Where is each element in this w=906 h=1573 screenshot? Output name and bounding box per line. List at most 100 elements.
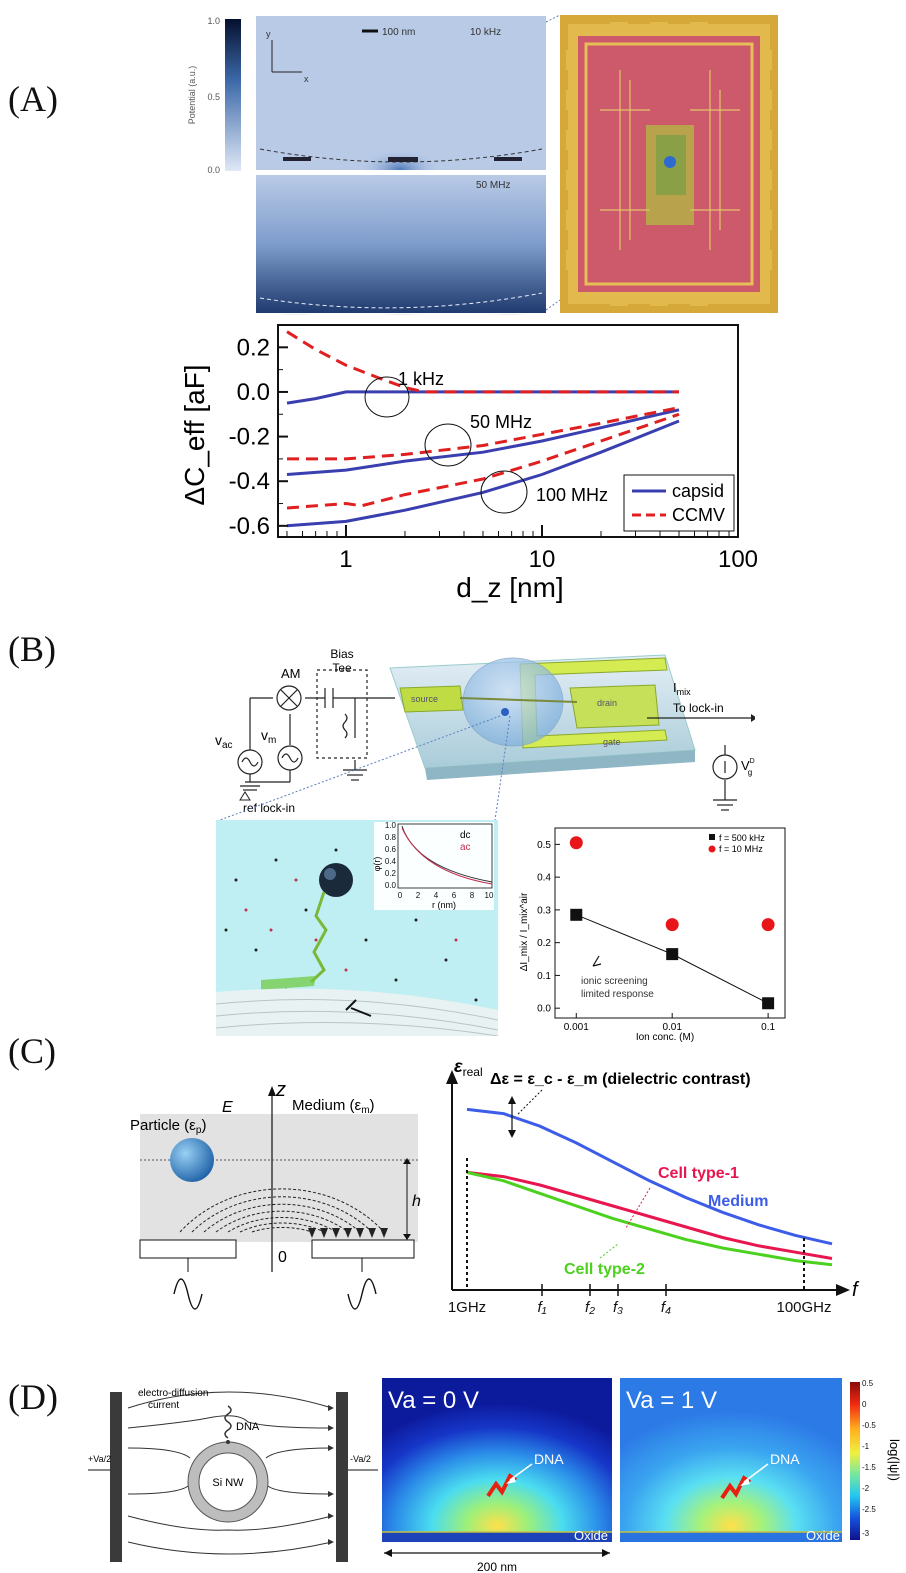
legend-entry: f = 10 MHz (719, 844, 763, 854)
y-tick-label: 0.4 (537, 873, 551, 884)
panel-b-simulation: 1.0 0.8 0.6 0.4 0.2 0.0 0 2 4 6 8 10 φ(r… (216, 820, 498, 1036)
series-line (287, 406, 680, 461)
medium-label: Medium (εm) (292, 1097, 375, 1116)
series-line (466, 1170, 833, 1267)
panel-b-circuit: source drain gate (215, 647, 755, 820)
legend-entry: capsid (672, 481, 724, 501)
legend-entry: CCMV (672, 505, 725, 525)
x-tick-label: 1 (339, 546, 352, 573)
x-tick-label: 100 (718, 546, 758, 573)
x-tick-label: 0.001 (564, 1022, 589, 1033)
series-line (466, 1170, 833, 1260)
x-tick: f₂ (585, 1299, 595, 1316)
ref-lockin-label: ref lock-in (243, 801, 295, 815)
nanotube-device: source drain gate (389, 654, 696, 780)
annotation: 1 kHz (398, 369, 444, 389)
plot-frame (554, 827, 786, 1019)
data-point (761, 918, 775, 932)
current-label: electro-diffusion current (138, 1388, 208, 1411)
cbar-tick: 0.0 (207, 165, 220, 175)
x-axis-label: Ion conc. (M) (636, 1032, 694, 1043)
x-tick: f₁ (538, 1299, 547, 1316)
particle-sphere (170, 1138, 214, 1182)
colorbar-d (850, 1382, 860, 1540)
panel-c-schematic: z E Particle (εp) Medium (εm) h 0 (130, 1082, 421, 1310)
chart-c-dielectric: εreal f Δε = ε_c - ε_m (dielectric contr… (446, 1056, 860, 1316)
chip-micrograph (560, 15, 778, 313)
y-tick-label: 0.1 (537, 971, 551, 982)
x-tick-label: 0.01 (662, 1022, 682, 1033)
oxide-label: Oxide (806, 1528, 840, 1543)
x-tick: f₃ (613, 1299, 623, 1316)
inset-ytick: 0.4 (385, 857, 397, 866)
freq-label: 50 MHz (476, 180, 510, 191)
inset-xtick: 4 (434, 891, 439, 900)
inset-legend-dc: dc (460, 830, 471, 841)
inset-ytick: 0.6 (385, 845, 397, 854)
vac-label: vac (215, 732, 233, 751)
cbar-tick: -2 (862, 1484, 870, 1493)
colorbar-title: Potential (a.u.) (187, 66, 197, 125)
annotation: 100 MHz (536, 485, 608, 505)
y-axis-label: εreal (454, 1056, 483, 1079)
panel-label-b: (B) (8, 629, 56, 669)
colorbar-label: log(|ψ|) (887, 1439, 902, 1481)
x-axis-label: f (852, 1279, 860, 1301)
contrast-annotation: Δε = ε_c - ε_m (dielectric contrast) (490, 1071, 751, 1088)
am-label: AM (281, 666, 301, 681)
freq-label: 10 kHz (470, 27, 501, 38)
axis-x-label: x (304, 74, 309, 84)
dna-label: DNA (236, 1421, 260, 1433)
inset-ytick: 0.0 (385, 881, 397, 890)
cbar-tick: 0 (862, 1400, 867, 1409)
panel-label-c: (C) (8, 1031, 56, 1071)
vm-label: vm (261, 727, 276, 746)
panel-a-figures: 1.0 0.5 0.0 Potential (a.u.) 100 nm 10 k… (187, 14, 778, 315)
gate-label: gate (603, 737, 621, 747)
inset-xtick: 6 (452, 891, 457, 900)
source-label: source (411, 694, 438, 704)
inset-xtick: 2 (416, 891, 421, 900)
legend-entry: f = 500 kHz (719, 833, 765, 843)
axis-y-label: y (266, 29, 271, 39)
cbar-tick: 0.5 (207, 92, 220, 102)
inset-xtick: 8 (470, 891, 475, 900)
inset-legend-ac: ac (460, 842, 471, 853)
colorbar-a (225, 19, 241, 171)
series-label: Medium (708, 1193, 768, 1210)
data-point (762, 997, 775, 1010)
plot-frame (277, 324, 739, 538)
inset-ytick: 0.8 (385, 833, 397, 842)
to-lockin-label: To lock-in (673, 701, 724, 715)
potential-map-va0 (382, 1378, 612, 1542)
cbar-tick: -1.5 (862, 1463, 876, 1472)
series-line (286, 412, 680, 510)
series-line (286, 419, 680, 528)
chart-a-capacitance: 0.2 0.0 -0.2 -0.4 -0.6 1 10 100 ΔC_eff [aF] d_z… (180, 324, 758, 603)
panel-label-d: (D) (8, 1377, 58, 1417)
e-field-label: E (222, 1099, 233, 1116)
potential-map-50mhz (256, 175, 546, 313)
x-tick-label: 0.1 (761, 1022, 775, 1033)
series-line (286, 390, 679, 405)
y-axis-label: ΔI_mix / I_mix^air (519, 892, 530, 971)
chart-b-ion-concentration: 0.5 0.4 0.3 0.2 0.1 0.0 0.001 0.01 0.1 ΔI_mix / … (519, 827, 786, 1043)
cbar-tick: 1.0 (207, 16, 220, 26)
right-voltage-label: -Va/2 (350, 1454, 371, 1464)
oxide-label: Oxide (574, 1528, 608, 1543)
y-tick-label: 0.5 (537, 840, 551, 851)
x-tick: f₄ (661, 1299, 671, 1316)
data-point (666, 948, 679, 961)
x-tick: 1GHz (448, 1299, 486, 1316)
data-point (570, 908, 583, 921)
cbar-tick: -3 (862, 1529, 870, 1538)
inset-ytick: 0.2 (385, 869, 397, 878)
drain-label: drain (597, 698, 617, 708)
nanowire-label: Si NW (212, 1477, 244, 1489)
series-line (286, 408, 680, 476)
map-title: Va = 1 V (626, 1387, 717, 1414)
data-point (569, 836, 583, 850)
particle-label: Particle (εp) (130, 1117, 206, 1136)
panel-d-potential-maps: Va = 0 V DNA Oxide Va = 1 V DNA Oxide 0.… (382, 1378, 902, 1573)
vg-label: VDCg (741, 758, 755, 777)
